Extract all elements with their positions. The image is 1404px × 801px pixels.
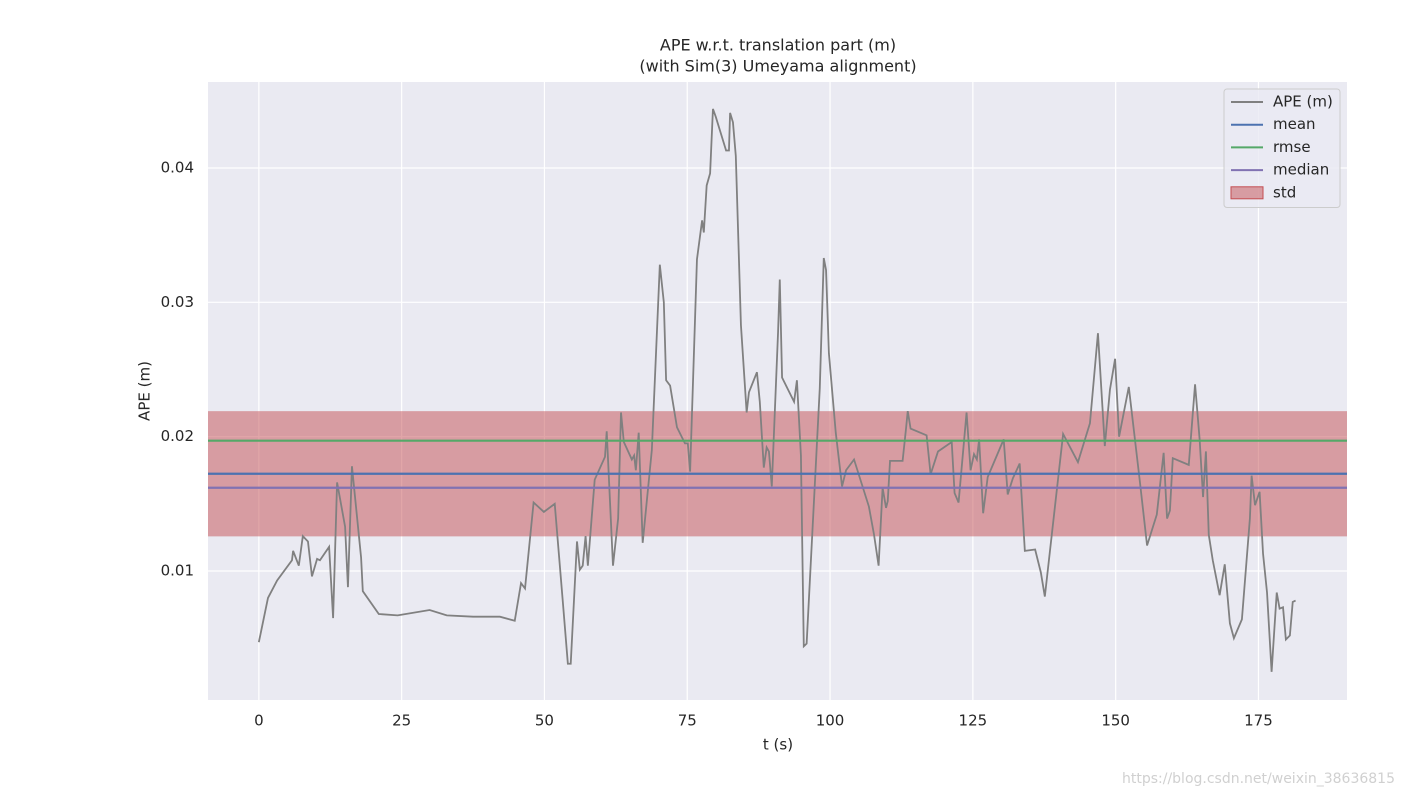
x-tick-label: 150 — [1101, 712, 1130, 730]
x-tick-label: 100 — [816, 712, 845, 730]
legend: APE (m) mean rmse median std — [1223, 88, 1341, 208]
legend-label: APE (m) — [1273, 93, 1333, 111]
y-axis-label: APE (m) — [136, 361, 154, 421]
x-tick-label: 0 — [254, 712, 264, 730]
x-tick-label: 125 — [959, 712, 988, 730]
x-tick-label: 25 — [392, 712, 411, 730]
x-tick-label: 75 — [678, 712, 697, 730]
y-tick-label: 0.03 — [161, 293, 194, 311]
x-axis-label: t (s) — [763, 736, 793, 754]
legend-box — [1223, 88, 1341, 208]
x-tick-label: 175 — [1244, 712, 1273, 730]
chart-subtitle: (with Sim(3) Umeyama alignment) — [639, 57, 916, 76]
legend-label: mean — [1273, 115, 1316, 133]
legend-swatch — [1230, 186, 1264, 200]
legend-label: std — [1273, 183, 1296, 201]
ape-line — [257, 108, 1296, 672]
legend-label: rmse — [1273, 138, 1311, 156]
legend-label: median — [1273, 161, 1329, 179]
x-tick-label: 50 — [535, 712, 554, 730]
y-tick-label: 0.01 — [161, 562, 194, 580]
y-tick-label: 0.04 — [161, 158, 194, 176]
chart-title: APE w.r.t. translation part (m) — [660, 36, 896, 55]
y-tick-label: 0.02 — [161, 427, 194, 445]
watermark: https://blog.csdn.net/weixin_38636815 — [1122, 771, 1395, 787]
plot-background — [208, 82, 1347, 700]
